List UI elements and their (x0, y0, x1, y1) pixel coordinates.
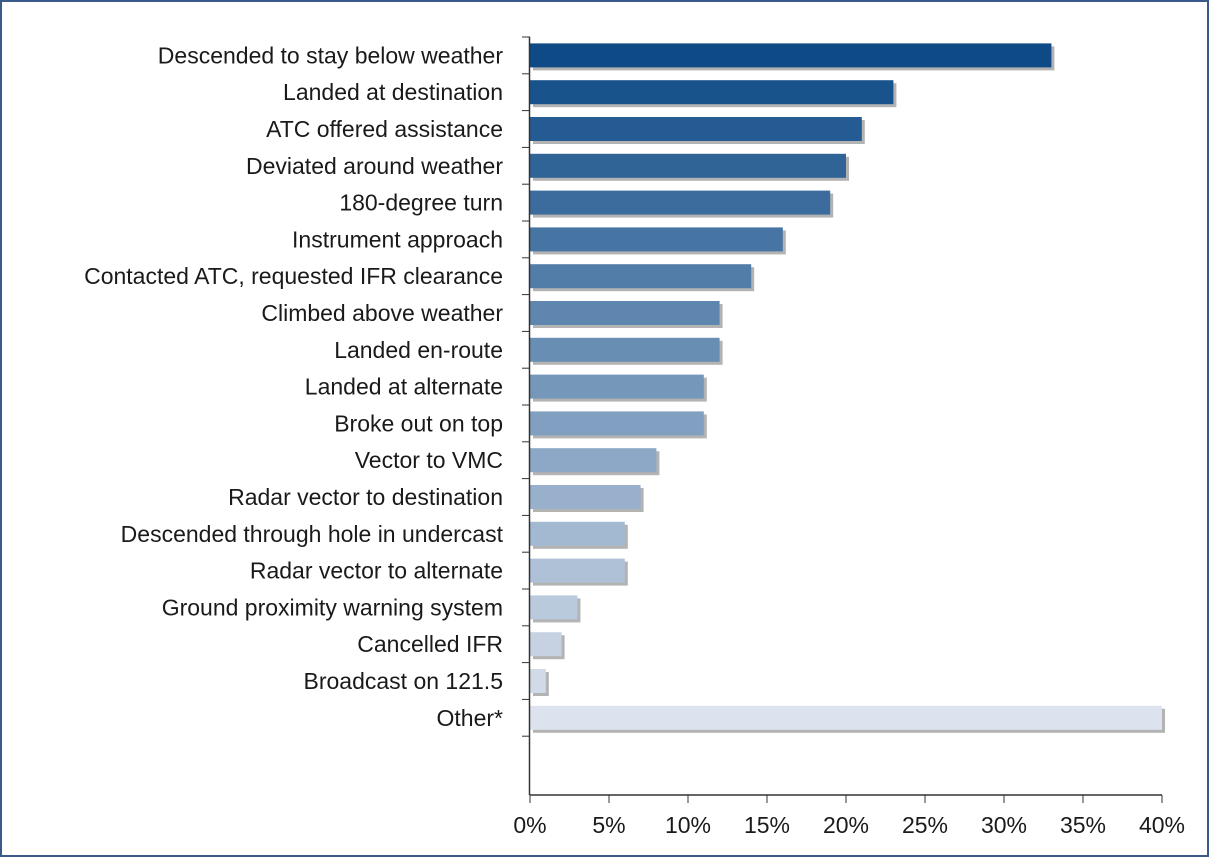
x-tick-label: 10% (665, 812, 711, 838)
bar (530, 374, 704, 399)
category-label: Contacted ATC, requested IFR clearance (84, 263, 503, 289)
category-label: Landed at destination (283, 79, 503, 105)
x-tick-label: 40% (1139, 812, 1185, 838)
bar (530, 301, 720, 325)
bar (530, 227, 783, 252)
bar (530, 43, 1052, 68)
category-label: Broke out on top (334, 410, 503, 436)
x-tick-label: 30% (981, 812, 1027, 838)
bar (530, 558, 625, 583)
bar (530, 153, 846, 178)
bar (530, 264, 752, 289)
axes-layer (522, 36, 1163, 803)
bar (530, 117, 862, 141)
category-label: ATC offered assistance (266, 116, 503, 142)
x-tick-label: 0% (513, 812, 546, 838)
bar (530, 705, 1162, 730)
category-label: 180-degree turn (339, 190, 503, 216)
category-label: Deviated around weather (246, 153, 503, 179)
x-tick-label: 5% (592, 812, 625, 838)
bar (530, 411, 704, 436)
category-label: Vector to VMC (355, 447, 503, 473)
category-label: Cancelled IFR (357, 631, 503, 657)
bars-layer (530, 43, 1165, 733)
x-tick-label: 25% (902, 812, 948, 838)
category-label: Landed at alternate (305, 374, 503, 400)
category-label: Landed en-route (334, 337, 503, 363)
bar (530, 595, 578, 620)
category-label: Radar vector to alternate (250, 558, 503, 584)
category-label: Descended to stay below weather (158, 42, 504, 68)
bar (530, 190, 831, 215)
category-label: Radar vector to destination (228, 484, 503, 510)
bar (530, 632, 562, 657)
x-tick-label: 35% (1060, 812, 1106, 838)
x-tick-label: 15% (744, 812, 790, 838)
category-label: Broadcast on 121.5 (304, 668, 503, 694)
bar (530, 337, 720, 362)
category-label: Other* (437, 705, 504, 731)
x-tick-label: 20% (823, 812, 869, 838)
bar (530, 669, 546, 693)
labels-layer: Descended to stay below weather Landed at… (84, 42, 1185, 838)
category-label: Ground proximity warning system (162, 594, 503, 620)
category-label: Climbed above weather (261, 300, 503, 326)
bar (530, 80, 894, 105)
category-label: Instrument approach (292, 226, 503, 252)
bar (530, 485, 641, 509)
bar (530, 448, 657, 473)
bar (530, 521, 625, 546)
category-label: Descended through hole in undercast (121, 521, 504, 547)
